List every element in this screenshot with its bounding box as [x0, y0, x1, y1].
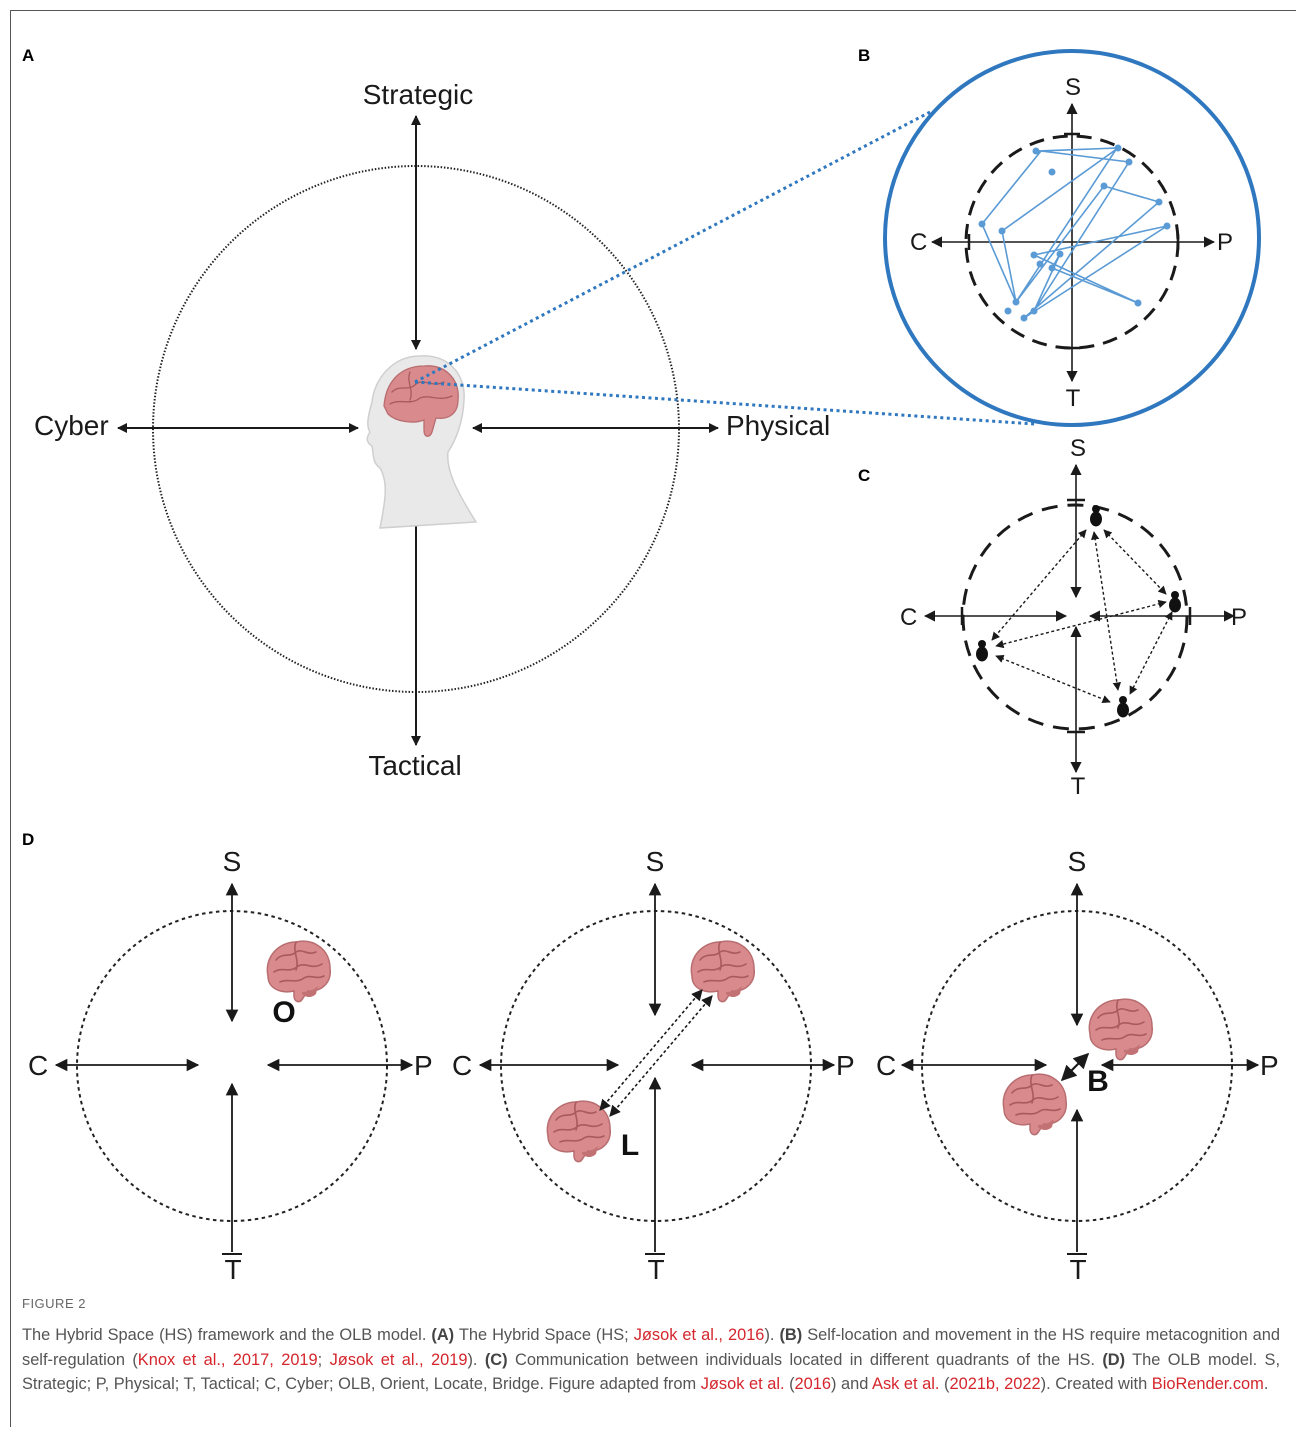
- figure-frame-top: [10, 10, 1296, 11]
- caption-segment: .: [1263, 1375, 1269, 1393]
- panel-b: B S T C P: [858, 46, 1261, 427]
- d2-axis-c: C: [452, 1050, 472, 1081]
- olb-orient-diagram: S T C P O: [28, 846, 433, 1285]
- panel-reference: (C): [484, 1350, 508, 1369]
- locate-letter: L: [621, 1129, 639, 1162]
- panel-b-label: B: [858, 46, 870, 65]
- caption-text: The Hybrid Space (HS) framework and the …: [22, 1323, 1280, 1397]
- caption-segment: (: [939, 1375, 950, 1393]
- panel-c-axis-s: S: [1070, 435, 1086, 462]
- axis-label-physical: Physical: [726, 410, 830, 441]
- bridge-letter: B: [1087, 1065, 1109, 1098]
- zoom-line-lower: [414, 380, 1035, 426]
- human-head-icon: [366, 355, 478, 529]
- d3-axis-c: C: [876, 1050, 896, 1081]
- panel-c: C S T C P: [858, 435, 1247, 800]
- d1-axis-s: S: [223, 846, 242, 877]
- bridge-arrow: [1060, 1052, 1090, 1082]
- brain-icon: [1002, 1073, 1068, 1136]
- caption-segment: ).: [764, 1326, 780, 1344]
- olb-bridge-diagram: S T C P B: [876, 846, 1279, 1285]
- axis-label-cyber: Cyber: [34, 410, 109, 441]
- citation-link[interactable]: Jøsok et al., 2016: [633, 1326, 765, 1344]
- panel-c-ticks: [960, 498, 1192, 734]
- person-icon: [976, 640, 988, 662]
- panel-a-label: A: [22, 46, 34, 65]
- axis-label-tactical: Tactical: [368, 750, 461, 781]
- brain-icon: [1088, 998, 1154, 1061]
- panel-b-axis-p: P: [1217, 229, 1233, 256]
- panel-d-label: D: [22, 830, 34, 849]
- trajectory-points: [978, 144, 1171, 322]
- caption-segment: ;: [317, 1350, 330, 1369]
- panel-b-axis-s: S: [1065, 74, 1081, 101]
- caption-segment: (: [784, 1375, 795, 1393]
- d3-axis-p: P: [1260, 1050, 1279, 1081]
- orient-letter: O: [272, 996, 295, 1029]
- brain-icon: [546, 1100, 612, 1163]
- hybrid-space-figure: A Strategic Tactical Cyber Physical B: [22, 46, 1279, 1285]
- citation-link[interactable]: Jøsok et al.: [700, 1375, 785, 1393]
- caption-segment: ).: [467, 1350, 485, 1369]
- citation-link[interactable]: 2021b, 2022: [949, 1375, 1041, 1393]
- d2-axis-s: S: [646, 846, 665, 877]
- figure-caption: FIGURE 2 The Hybrid Space (HS) framework…: [22, 1296, 1280, 1397]
- panel-b-axis-t: T: [1066, 385, 1081, 412]
- panel-reference: (A): [431, 1326, 455, 1344]
- olb-locate-diagram: S T C P L: [452, 846, 855, 1285]
- person-icon: [1169, 591, 1181, 613]
- panel-a: A Strategic Tactical Cyber Physical: [22, 46, 1035, 781]
- person-icon: [1117, 696, 1129, 718]
- figure-frame-left: [10, 10, 11, 1427]
- caption-segment: Communication between individuals locate…: [507, 1350, 1103, 1369]
- zoom-line-upper: [414, 109, 933, 384]
- panel-c-axis-p: P: [1231, 604, 1247, 631]
- panel-b-axis-c: C: [910, 229, 927, 256]
- communication-arrows: [991, 529, 1173, 704]
- citation-link[interactable]: Jøsok et al., 2019: [329, 1350, 468, 1369]
- panel-reference: (B): [779, 1326, 803, 1344]
- caption-segment: ). Created with: [1040, 1375, 1152, 1393]
- d3-axis-s: S: [1068, 846, 1087, 877]
- brain-icon: [266, 940, 332, 1003]
- panel-c-dashed-circle: [961, 503, 1189, 731]
- d1-axis-c: C: [28, 1050, 48, 1081]
- caption-segment: Self-location and movement in the HS req…: [22, 1326, 1280, 1369]
- figure-label: FIGURE 2: [22, 1296, 86, 1311]
- panel-c-axis-t: T: [1071, 773, 1086, 800]
- citation-link[interactable]: Ask et al.: [872, 1375, 940, 1393]
- citation-link[interactable]: BioRender.com: [1151, 1375, 1264, 1393]
- caption-segment: The OLB model. S, Strategic; P, Physical…: [22, 1350, 1281, 1394]
- caption-segment: ) and: [831, 1375, 873, 1393]
- panel-c-axis-c: C: [900, 604, 917, 631]
- d1-axis-t: T: [224, 1254, 241, 1285]
- d1-axis-p: P: [414, 1050, 433, 1081]
- citation-link[interactable]: Knox et al., 2017, 2019: [137, 1350, 318, 1369]
- panel-c-label: C: [858, 466, 870, 485]
- d2-axis-t: T: [647, 1254, 664, 1285]
- caption-segment: The Hybrid Space (HS) framework and the …: [22, 1326, 432, 1344]
- d3-axis-t: T: [1069, 1254, 1086, 1285]
- panel-d: D S T C P O S T C P: [22, 830, 1279, 1285]
- citation-link[interactable]: 2016: [794, 1375, 832, 1393]
- d2-axis-p: P: [836, 1050, 855, 1081]
- panel-reference: (D): [1102, 1350, 1126, 1369]
- panel-b-ticks: [967, 132, 1180, 350]
- locate-link-arrows: [599, 989, 713, 1117]
- axis-label-strategic: Strategic: [363, 79, 474, 110]
- caption-segment: The Hybrid Space (HS;: [454, 1326, 634, 1344]
